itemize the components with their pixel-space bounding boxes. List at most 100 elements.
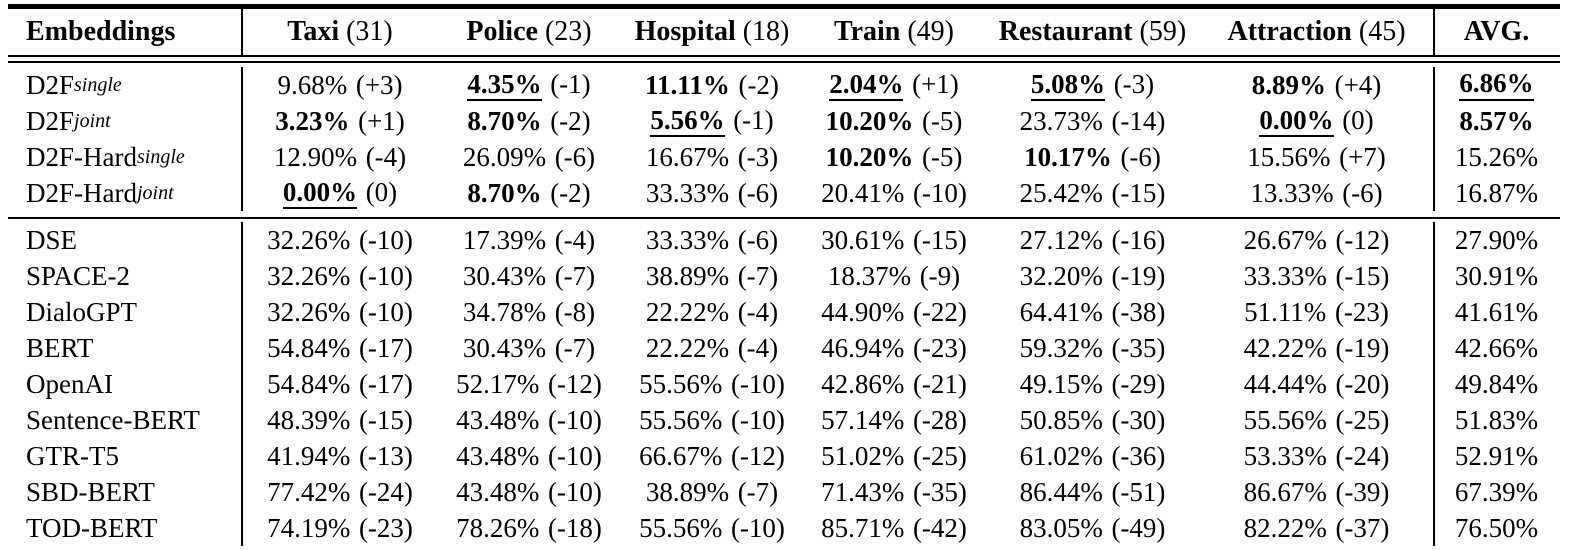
metric-cell: 3.23% (+1) (243, 106, 437, 137)
row-label-base: DSE (26, 224, 78, 255)
metric-delta: (-49) (1111, 512, 1166, 543)
row-label-base: D2F-Hard (26, 177, 137, 208)
metric-value: 30.43% (462, 260, 547, 291)
metric-cell: 9.68% (+3) (243, 70, 437, 101)
row-label: D2F-Hard joint (8, 175, 243, 211)
metric-delta: (-25) (1335, 404, 1390, 435)
header-domain-train: Train (49) (803, 16, 985, 48)
metric-delta: (-10) (730, 404, 785, 435)
metric-value: 4.35% (467, 69, 542, 102)
row-label-base: OpenAI (26, 368, 113, 399)
avg-cell: 8.57% (1433, 103, 1558, 139)
metric-cell: 66.67% (-12) (621, 441, 803, 472)
row-label: GTR-T5 (8, 438, 243, 474)
metric-cell: 51.11% (-23) (1200, 297, 1433, 328)
metric-delta: (-15) (358, 404, 413, 435)
metric-cell: 12.90% (-4) (243, 142, 437, 173)
metric-cell: 4.35% (-1) (437, 69, 621, 102)
metric-value: 10.20% (825, 141, 914, 172)
metric-delta: (-16) (1111, 224, 1166, 255)
header-domain-count: (18) (735, 16, 790, 47)
metric-cell: 83.05% (-49) (985, 513, 1200, 544)
metric-delta: (-14) (1111, 105, 1166, 136)
metric-value: 54.84% (267, 368, 351, 399)
metric-cell: 15.56% (+7) (1200, 142, 1433, 173)
metric-delta: (-7) (554, 260, 596, 291)
metric-delta: (-6) (1120, 141, 1161, 172)
table-header-row: Embeddings Taxi (31) Police (23) Hospital (… (8, 9, 1560, 55)
metric-value: 16.67% (645, 141, 730, 172)
metric-delta: (-21) (912, 368, 967, 399)
avg-value: 15.26% (1454, 141, 1539, 172)
metric-cell: 5.56% (-1) (621, 105, 803, 138)
metric-cell: 27.12% (-16) (985, 225, 1200, 256)
metric-value: 46.94% (821, 332, 905, 363)
metric-delta: (-10) (547, 440, 602, 471)
metric-cell: 0.00% (0) (1200, 105, 1433, 138)
metric-value: 49.15% (1019, 368, 1103, 399)
row-label: BERT (8, 330, 243, 366)
metric-delta: (-36) (1111, 440, 1166, 471)
metric-value: 15.56% (1247, 141, 1331, 172)
avg-cell: 6.86% (1433, 67, 1558, 103)
avg-cell: 42.66% (1433, 330, 1558, 366)
metric-cell: 8.70% (-2) (437, 106, 621, 137)
metric-value: 43.48% (456, 440, 540, 471)
metric-value: 33.33% (1243, 260, 1327, 291)
row-label: SPACE-2 (8, 258, 243, 294)
metric-delta: (-10) (358, 260, 413, 291)
metric-cell: 32.26% (-10) (243, 297, 437, 328)
metric-cell: 86.67% (-39) (1200, 477, 1433, 508)
metric-cell: 22.22% (-4) (621, 297, 803, 328)
metric-value: 78.26% (456, 512, 540, 543)
metric-value: 5.56% (650, 105, 725, 138)
avg-cell: 49.84% (1433, 366, 1558, 402)
avg-value: 49.84% (1454, 368, 1539, 399)
header-domain-name: Attraction (1227, 16, 1352, 47)
metric-value: 10.20% (825, 105, 914, 136)
header-domain-taxi: Taxi (31) (243, 16, 437, 48)
metric-delta: (-6) (1342, 177, 1383, 208)
metric-value: 74.19% (267, 512, 351, 543)
metric-value: 2.04% (829, 69, 904, 102)
table-row: SPACE-2 32.26% (-10) 30.43% (-7) 38.89% (-7) 18… (8, 258, 1560, 294)
metric-cell: 34.78% (-8) (437, 297, 621, 328)
avg-cell: 67.39% (1433, 474, 1558, 510)
metric-delta: (-23) (358, 512, 413, 543)
row-label-base: D2F (26, 69, 75, 100)
metric-value: 59.32% (1019, 332, 1103, 363)
metric-value: 51.02% (821, 440, 905, 471)
metric-cell: 52.17% (-12) (437, 369, 621, 400)
metric-value: 52.17% (456, 368, 540, 399)
metric-cell: 77.42% (-24) (243, 477, 437, 508)
avg-cell: 30.91% (1433, 258, 1558, 294)
metric-delta: (-10) (547, 476, 602, 507)
metric-cell: 54.84% (-17) (243, 369, 437, 400)
metric-cell: 33.33% (-6) (621, 225, 803, 256)
metric-value: 85.71% (821, 512, 905, 543)
table-row: D2F-Hard joint 0.00% (0) 8.70% (-2) 33.33% (-6)… (8, 175, 1560, 211)
metric-delta: (-4) (737, 332, 779, 363)
metric-delta: (-28) (912, 404, 967, 435)
metric-cell: 51.02% (-25) (803, 441, 985, 472)
metric-value: 32.26% (267, 260, 351, 291)
metric-delta: (-7) (737, 260, 779, 291)
header-domain-name: Restaurant (998, 16, 1133, 47)
metric-cell: 41.94% (-13) (243, 441, 437, 472)
section-separator-rule (8, 217, 1560, 219)
table-row: Sentence-BERT 48.39% (-15) 43.48% (-10) 55.56… (8, 402, 1560, 438)
metric-delta: (-12) (1335, 224, 1390, 255)
metric-delta: (-2) (550, 177, 591, 208)
table-row: DialoGPT 32.26% (-10) 34.78% (-8) 22.22% (-4) 4… (8, 294, 1560, 330)
header-domain-attraction: Attraction (45) (1200, 16, 1433, 48)
row-label: OpenAI (8, 366, 243, 402)
row-label: DSE (8, 222, 243, 258)
metric-delta: (-22) (912, 296, 967, 327)
metric-cell: 17.39% (-4) (437, 225, 621, 256)
avg-value: 67.39% (1454, 476, 1539, 507)
metric-value: 8.89% (1251, 69, 1326, 100)
metric-delta: (-37) (1335, 512, 1390, 543)
metric-delta: (+1) (358, 105, 405, 136)
row-label-base: D2F-Hard (26, 141, 137, 172)
metric-value: 42.86% (821, 368, 905, 399)
